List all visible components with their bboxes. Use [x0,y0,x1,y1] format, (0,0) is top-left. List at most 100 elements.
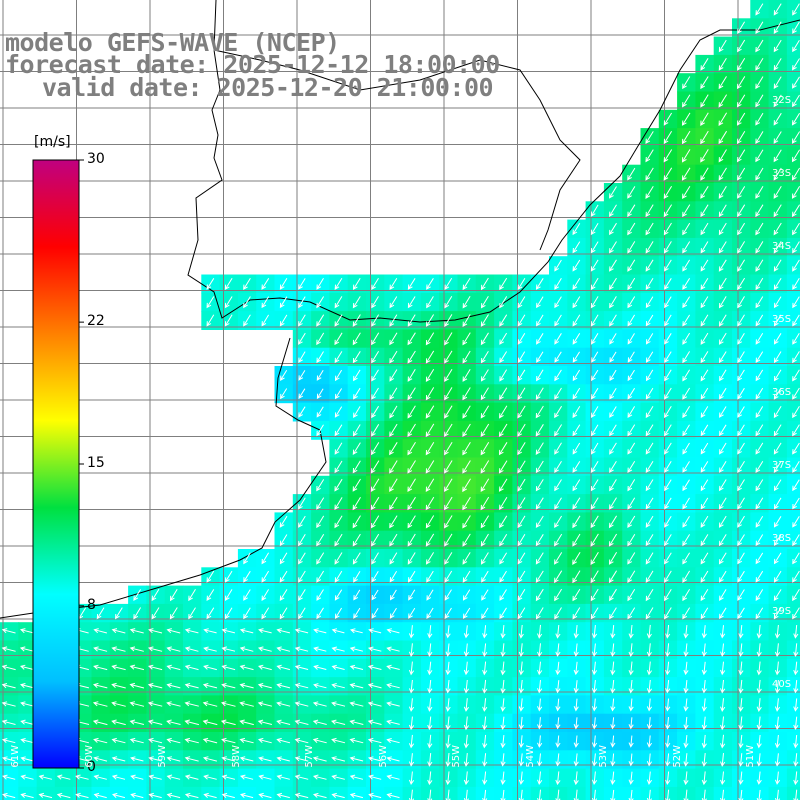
wind-arrow [573,698,579,712]
wind-arrow [203,646,217,652]
wind-arrow [572,296,581,309]
wind-arrow [316,533,325,547]
wind-arrow [407,460,416,474]
wind-arrow [312,737,327,744]
wind-arrow [774,679,781,694]
wind-arrow [243,552,251,565]
wind-arrow [444,589,452,601]
wind-arrow [793,734,799,749]
wind-arrow [664,406,672,419]
wind-arrow [681,149,691,163]
wind-arrow [334,424,343,437]
lon-label: 61W [10,745,21,768]
wind-cell [201,786,221,800]
wind-arrow [331,737,346,744]
wind-arrow [737,277,746,291]
wind-arrow [610,679,616,694]
wind-cell [36,786,56,800]
wind-arrow [408,679,415,694]
wind-arrow [537,643,543,658]
wind-arrow [682,185,691,199]
wind-cell [347,786,367,800]
wind-arrow [407,533,416,547]
wind-arrow [646,698,653,712]
wind-arrow [151,607,160,620]
wind-arrow [334,607,343,619]
wind-arrow [793,624,799,639]
wind-arrow [572,533,581,547]
wind-arrow [352,424,361,437]
wind-arrow [665,661,671,676]
wind-arrow [224,277,233,290]
wind-arrow [663,204,673,218]
wind-arrow [555,643,561,657]
wind-cell [786,658,800,678]
wind-arrow [312,756,327,762]
wind-arrow [462,460,471,474]
wind-cell [0,786,19,800]
wind-arrow [243,277,251,290]
wind-arrow [444,478,453,492]
wind-arrow [129,628,144,634]
wind-arrow [609,186,617,199]
wind-arrow [407,570,416,583]
wind-arrow [572,333,581,345]
wind-arrow [518,698,524,712]
wind-arrow [407,478,416,492]
wind-arrow [239,683,254,689]
wind-arrow [276,737,291,744]
wind-cell [786,164,800,184]
wind-arrow [537,680,543,694]
wind-arrow [500,753,506,767]
wind-arrow [554,314,562,327]
wind-arrow [590,533,599,547]
wind-arrow [298,570,306,583]
lon-label: 51W [745,745,756,768]
wind-arrow [279,589,288,601]
wind-arrow [793,771,799,786]
wind-arrow [482,716,488,731]
wind-arrow [736,94,746,108]
wind-arrow [554,442,562,455]
wind-arrow [610,698,616,712]
wind-arrow [645,296,654,309]
wind-arrow [682,387,691,400]
wind-arrow [371,332,380,346]
wind-arrow [590,241,599,254]
wind-arrow [517,497,526,510]
wind-arrow [792,369,800,382]
wind-arrow [590,551,599,565]
wind-arrow [56,774,71,780]
wind-arrow [682,259,691,272]
wind-arrow [444,607,452,619]
wind-arrow [166,628,181,634]
wind-arrow [334,460,343,474]
wind-arrow [445,698,451,712]
wind-arrow [755,186,764,199]
wind-arrow [755,406,764,418]
wind-arrow [463,716,470,731]
wind-arrow [628,624,634,639]
wind-arrow [480,387,489,401]
wind-arrow [755,204,764,218]
wind-arrow [386,683,400,689]
wind-arrow [755,131,764,144]
wind-arrow [407,296,416,309]
wind-arrow [371,296,379,309]
colorbar [32,159,84,769]
wind-arrow [92,682,108,689]
wind-arrow [627,570,636,583]
wind-arrow [312,792,327,799]
wind-arrow [773,21,782,34]
wind-arrow [628,771,634,785]
wind-arrow [129,664,145,671]
wind-arrow [480,552,489,565]
wind-arrow [425,314,435,327]
wind-arrow [682,497,690,510]
wind-arrow [737,534,745,547]
wind-arrow [665,680,671,694]
wind-arrow [572,570,581,584]
wind-arrow [700,222,709,236]
wind-arrow [664,497,672,510]
wind-arrow [482,679,488,694]
